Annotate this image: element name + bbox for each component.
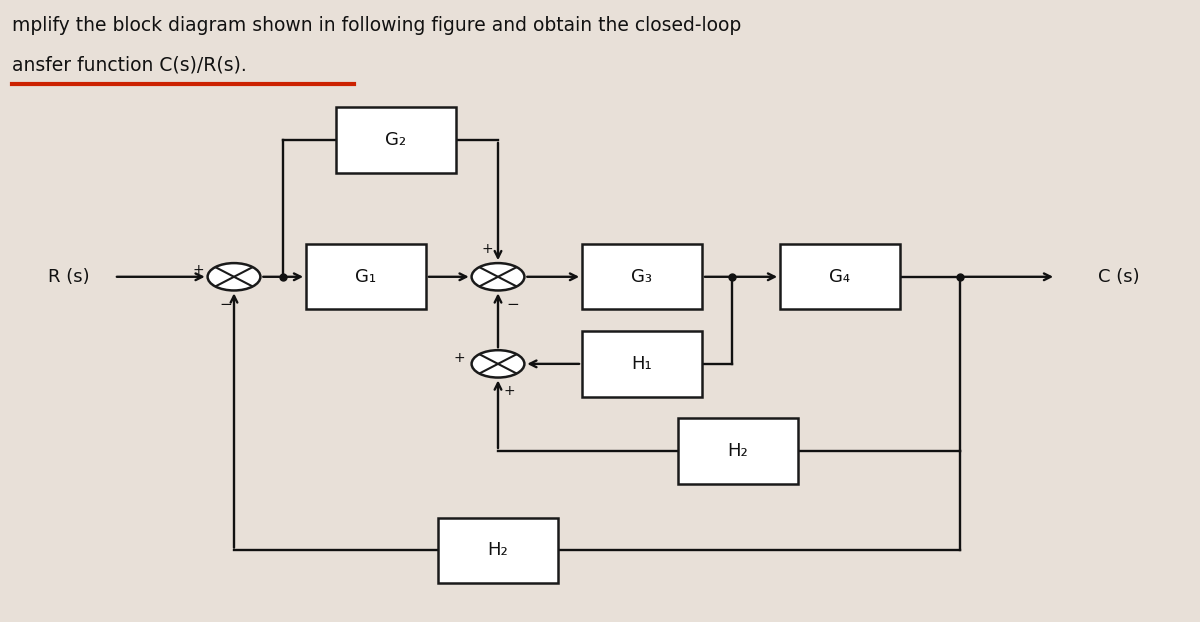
Circle shape — [208, 263, 260, 290]
Bar — [678, 419, 798, 484]
Text: −: − — [220, 297, 233, 312]
Text: −: − — [506, 297, 518, 312]
Bar — [438, 518, 558, 583]
Text: G₃: G₃ — [631, 268, 653, 285]
Circle shape — [472, 350, 524, 378]
Text: R (s): R (s) — [48, 268, 90, 285]
Text: ansfer function C(s)/R(s).: ansfer function C(s)/R(s). — [12, 56, 247, 75]
Text: +: + — [503, 384, 515, 398]
Text: C (s): C (s) — [1098, 268, 1140, 285]
Text: G₁: G₁ — [355, 268, 377, 285]
Text: H₁: H₁ — [631, 355, 653, 373]
Text: mplify the block diagram shown in following figure and obtain the closed-loop: mplify the block diagram shown in follow… — [12, 16, 742, 35]
Bar — [780, 244, 900, 309]
Circle shape — [472, 263, 524, 290]
Text: H₂: H₂ — [727, 442, 749, 460]
Text: +: + — [192, 263, 204, 277]
Bar — [306, 244, 426, 309]
Text: G₄: G₄ — [829, 268, 851, 285]
Text: +: + — [481, 241, 493, 256]
Bar — [582, 244, 702, 309]
Bar — [582, 331, 702, 397]
Text: H₂: H₂ — [487, 542, 509, 559]
Text: G₂: G₂ — [385, 131, 407, 149]
Bar — [336, 107, 456, 172]
Text: +: + — [454, 351, 466, 365]
